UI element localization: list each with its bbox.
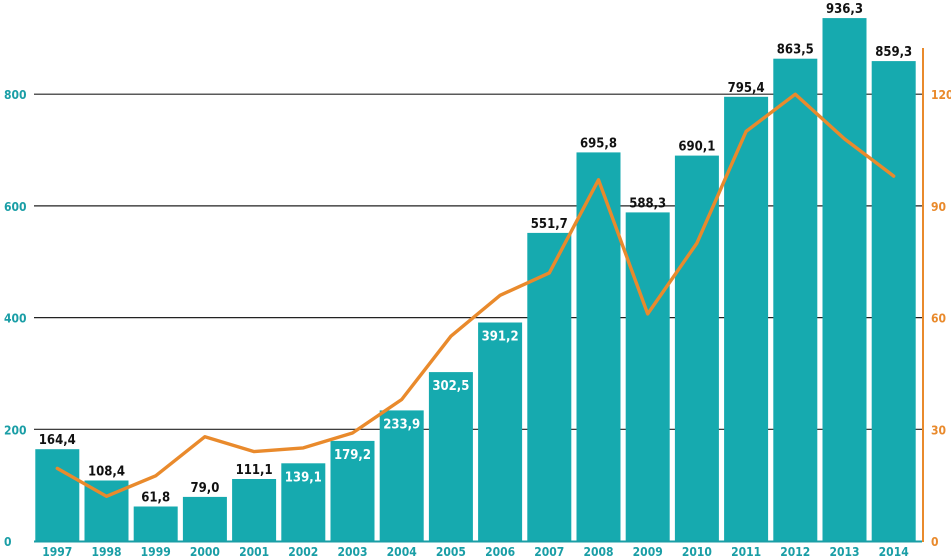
- bar-2003: [330, 440, 375, 541]
- x-tick-1998: 1998: [91, 545, 121, 559]
- bar-label-2006: 391,2: [482, 330, 519, 345]
- x-tick-1997: 1997: [42, 545, 72, 559]
- bar-label-2002: 139,1: [285, 470, 322, 485]
- bar-label-2009: 588,3: [629, 196, 666, 211]
- x-tick-2011: 2011: [731, 545, 761, 559]
- line-path: [55, 92, 896, 498]
- y-right-tick-120: 120: [931, 88, 951, 102]
- bar-2006: [478, 322, 523, 541]
- bar-label-2010: 690,1: [678, 140, 715, 155]
- y-right-tick-60: 60: [931, 312, 946, 326]
- x-tick-2002: 2002: [288, 545, 318, 559]
- y-right-tick-0: 0: [931, 535, 939, 549]
- x-tick-2007: 2007: [534, 545, 564, 559]
- bar-label-2008: 695,8: [580, 136, 617, 151]
- x-tick-2009: 2009: [633, 545, 663, 559]
- bar-2007: [527, 232, 572, 541]
- x-tick-2008: 2008: [583, 545, 613, 559]
- x-tick-2000: 2000: [190, 545, 220, 559]
- y-right-tick-90: 90: [931, 200, 946, 214]
- x-tick-2012: 2012: [780, 545, 810, 559]
- bar-label-2011: 795,4: [728, 81, 765, 96]
- y-left-tick-200: 200: [4, 423, 27, 437]
- bar-2012: [773, 58, 818, 541]
- y-left-tick-400: 400: [4, 312, 27, 326]
- bar-label-2013: 936,3: [826, 2, 863, 17]
- bar-label-2007: 551,7: [531, 217, 568, 232]
- bar-label-2000: 79,0: [190, 481, 219, 496]
- bar-label-2012: 863,5: [777, 43, 814, 58]
- bar-label-2014: 859,3: [875, 45, 912, 60]
- y-axis-left: 0 200 400 600 800: [4, 88, 27, 549]
- x-tick-2001: 2001: [239, 545, 269, 559]
- y-left-tick-800: 800: [4, 88, 27, 102]
- y-right-tick-30: 30: [931, 423, 946, 437]
- bar-2002: [281, 463, 326, 541]
- y-left-tick-600: 600: [4, 200, 27, 214]
- x-tick-2003: 2003: [337, 545, 367, 559]
- bar-label-1997: 164,4: [39, 433, 76, 448]
- bar-2001: [232, 479, 277, 541]
- bar-1999: [133, 506, 178, 541]
- bar-label-2005: 302,5: [432, 379, 469, 394]
- x-tick-1999: 1999: [141, 545, 171, 559]
- bar-1997: [35, 449, 80, 541]
- bar-2013: [822, 18, 867, 542]
- bar-2000: [182, 496, 227, 541]
- x-tick-2006: 2006: [485, 545, 515, 559]
- x-tick-2004: 2004: [387, 545, 418, 559]
- bar-label-1999: 61,8: [141, 491, 170, 506]
- y-axis-right: 0 30 60 90 120: [922, 48, 951, 549]
- x-tick-2013: 2013: [829, 545, 859, 559]
- line-series: [55, 92, 896, 498]
- x-axis-ticks: 1997 1998 1999 2000 2001 2002 2003 2004 2005 2006…: [34, 540, 922, 559]
- bar-2010: [674, 155, 719, 541]
- bar-2009: [625, 212, 670, 541]
- x-tick-2005: 2005: [436, 545, 466, 559]
- bar-label-1998: 108,4: [88, 465, 125, 480]
- bar-2005: [428, 372, 473, 541]
- bar-2004: [379, 410, 424, 541]
- bar-2011: [724, 96, 769, 542]
- bar-2014: [871, 61, 916, 541]
- bar-value-labels: 164,4 108,4 61,8 79,0 111,1 139,1 179,2 233,9 30…: [39, 2, 912, 505]
- bar-label-2004: 233,9: [383, 417, 420, 432]
- bar-label-2001: 111,1: [236, 463, 273, 478]
- x-tick-2010: 2010: [682, 545, 712, 559]
- bars: [35, 18, 916, 542]
- bar-label-2003: 179,2: [334, 448, 371, 463]
- x-tick-2014: 2014: [879, 545, 910, 559]
- y-left-tick-0: 0: [4, 535, 12, 549]
